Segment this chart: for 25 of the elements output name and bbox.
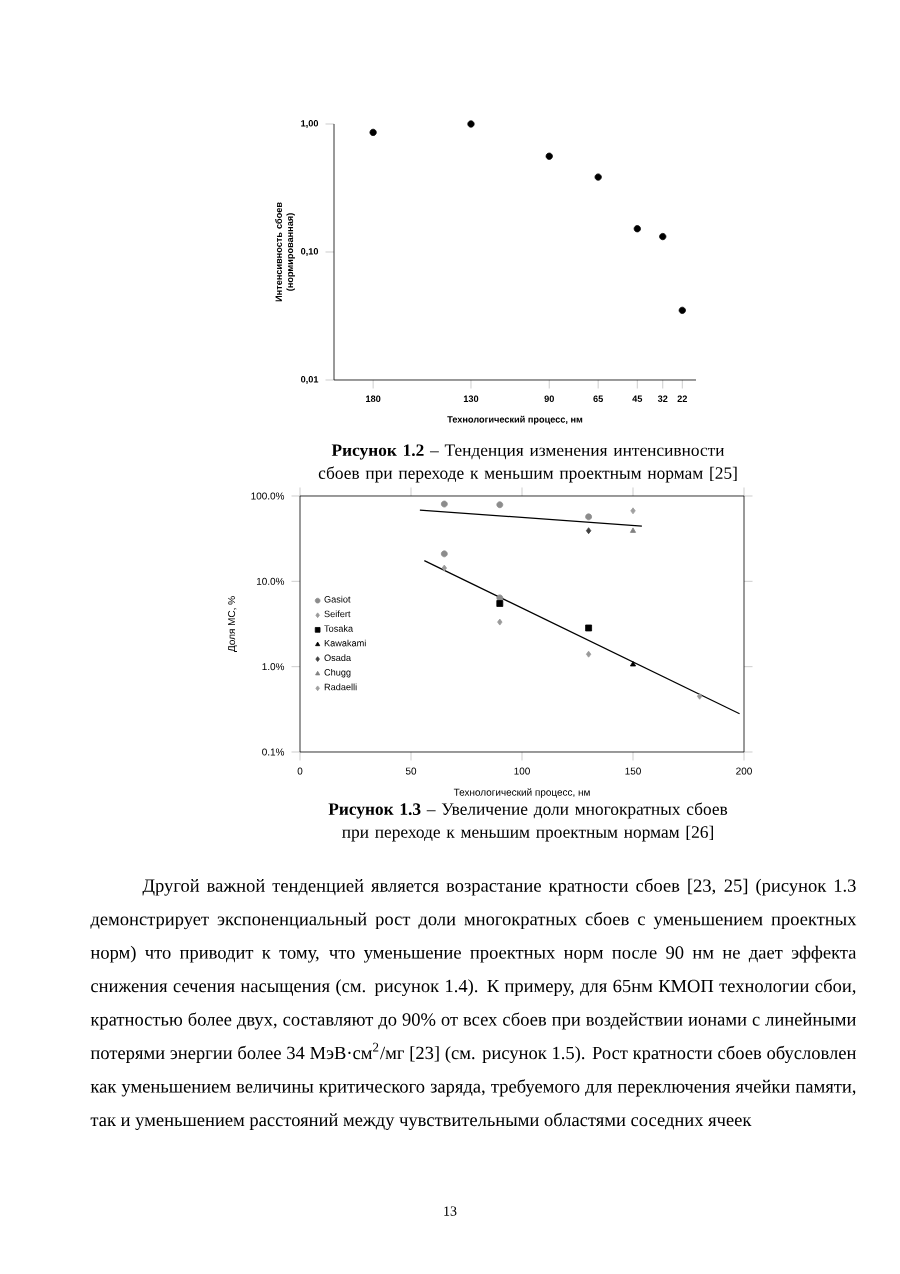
point xyxy=(496,600,504,607)
point xyxy=(440,500,448,508)
text: Рисунок 1.3 – Увеличение доли многократных сбоев при переходе к меньшим проектным нормам [26] xyxy=(328,802,728,842)
point xyxy=(594,173,602,181)
point xyxy=(630,527,636,533)
point xyxy=(496,501,504,509)
point xyxy=(545,152,553,160)
point xyxy=(696,692,703,700)
text: Другой важной тенденцией является возрастание кратности сбоев [23, 25] (рисунок 1.3 демонстрирует экспоненциальный рост доли многократных сбоев с уменьшением проектных норм) что приводит к тому, что уменьшение проектных норм после 90 нм не дает эффекта снижения сечения насыщения (см. рисунок 1.4). К примеру, для 65нм КМОП технологии сбои, кратностью более двух, составляют до 90% от всех сбоев при воздействии ионами с линейными потерями энергии более 34 МэВ·см$^{2}$/мг [23] (см. рисунок 1.5). Рост кратности сбоев обусловлен как уменьшением величины критического заряда, требуемого для переключения ячейки памяти, так и уменьшением расстояний между чувствительными областями соседних ячеек xyxy=(90,878,857,1130)
point xyxy=(633,225,641,233)
point xyxy=(497,618,503,626)
point xyxy=(369,128,377,136)
point xyxy=(441,564,447,572)
point xyxy=(659,232,667,241)
point xyxy=(678,306,686,314)
text: Рисунок 1.2 – Тенденция изменения интенсивности сбоев при переходе к меньшим проектным нормам [25] xyxy=(318,444,737,483)
point xyxy=(630,507,636,515)
point xyxy=(585,513,592,521)
point xyxy=(496,594,504,602)
point xyxy=(440,550,448,558)
point xyxy=(585,624,592,632)
point xyxy=(467,120,475,128)
point xyxy=(585,527,592,535)
point xyxy=(585,650,592,658)
point xyxy=(630,661,636,667)
